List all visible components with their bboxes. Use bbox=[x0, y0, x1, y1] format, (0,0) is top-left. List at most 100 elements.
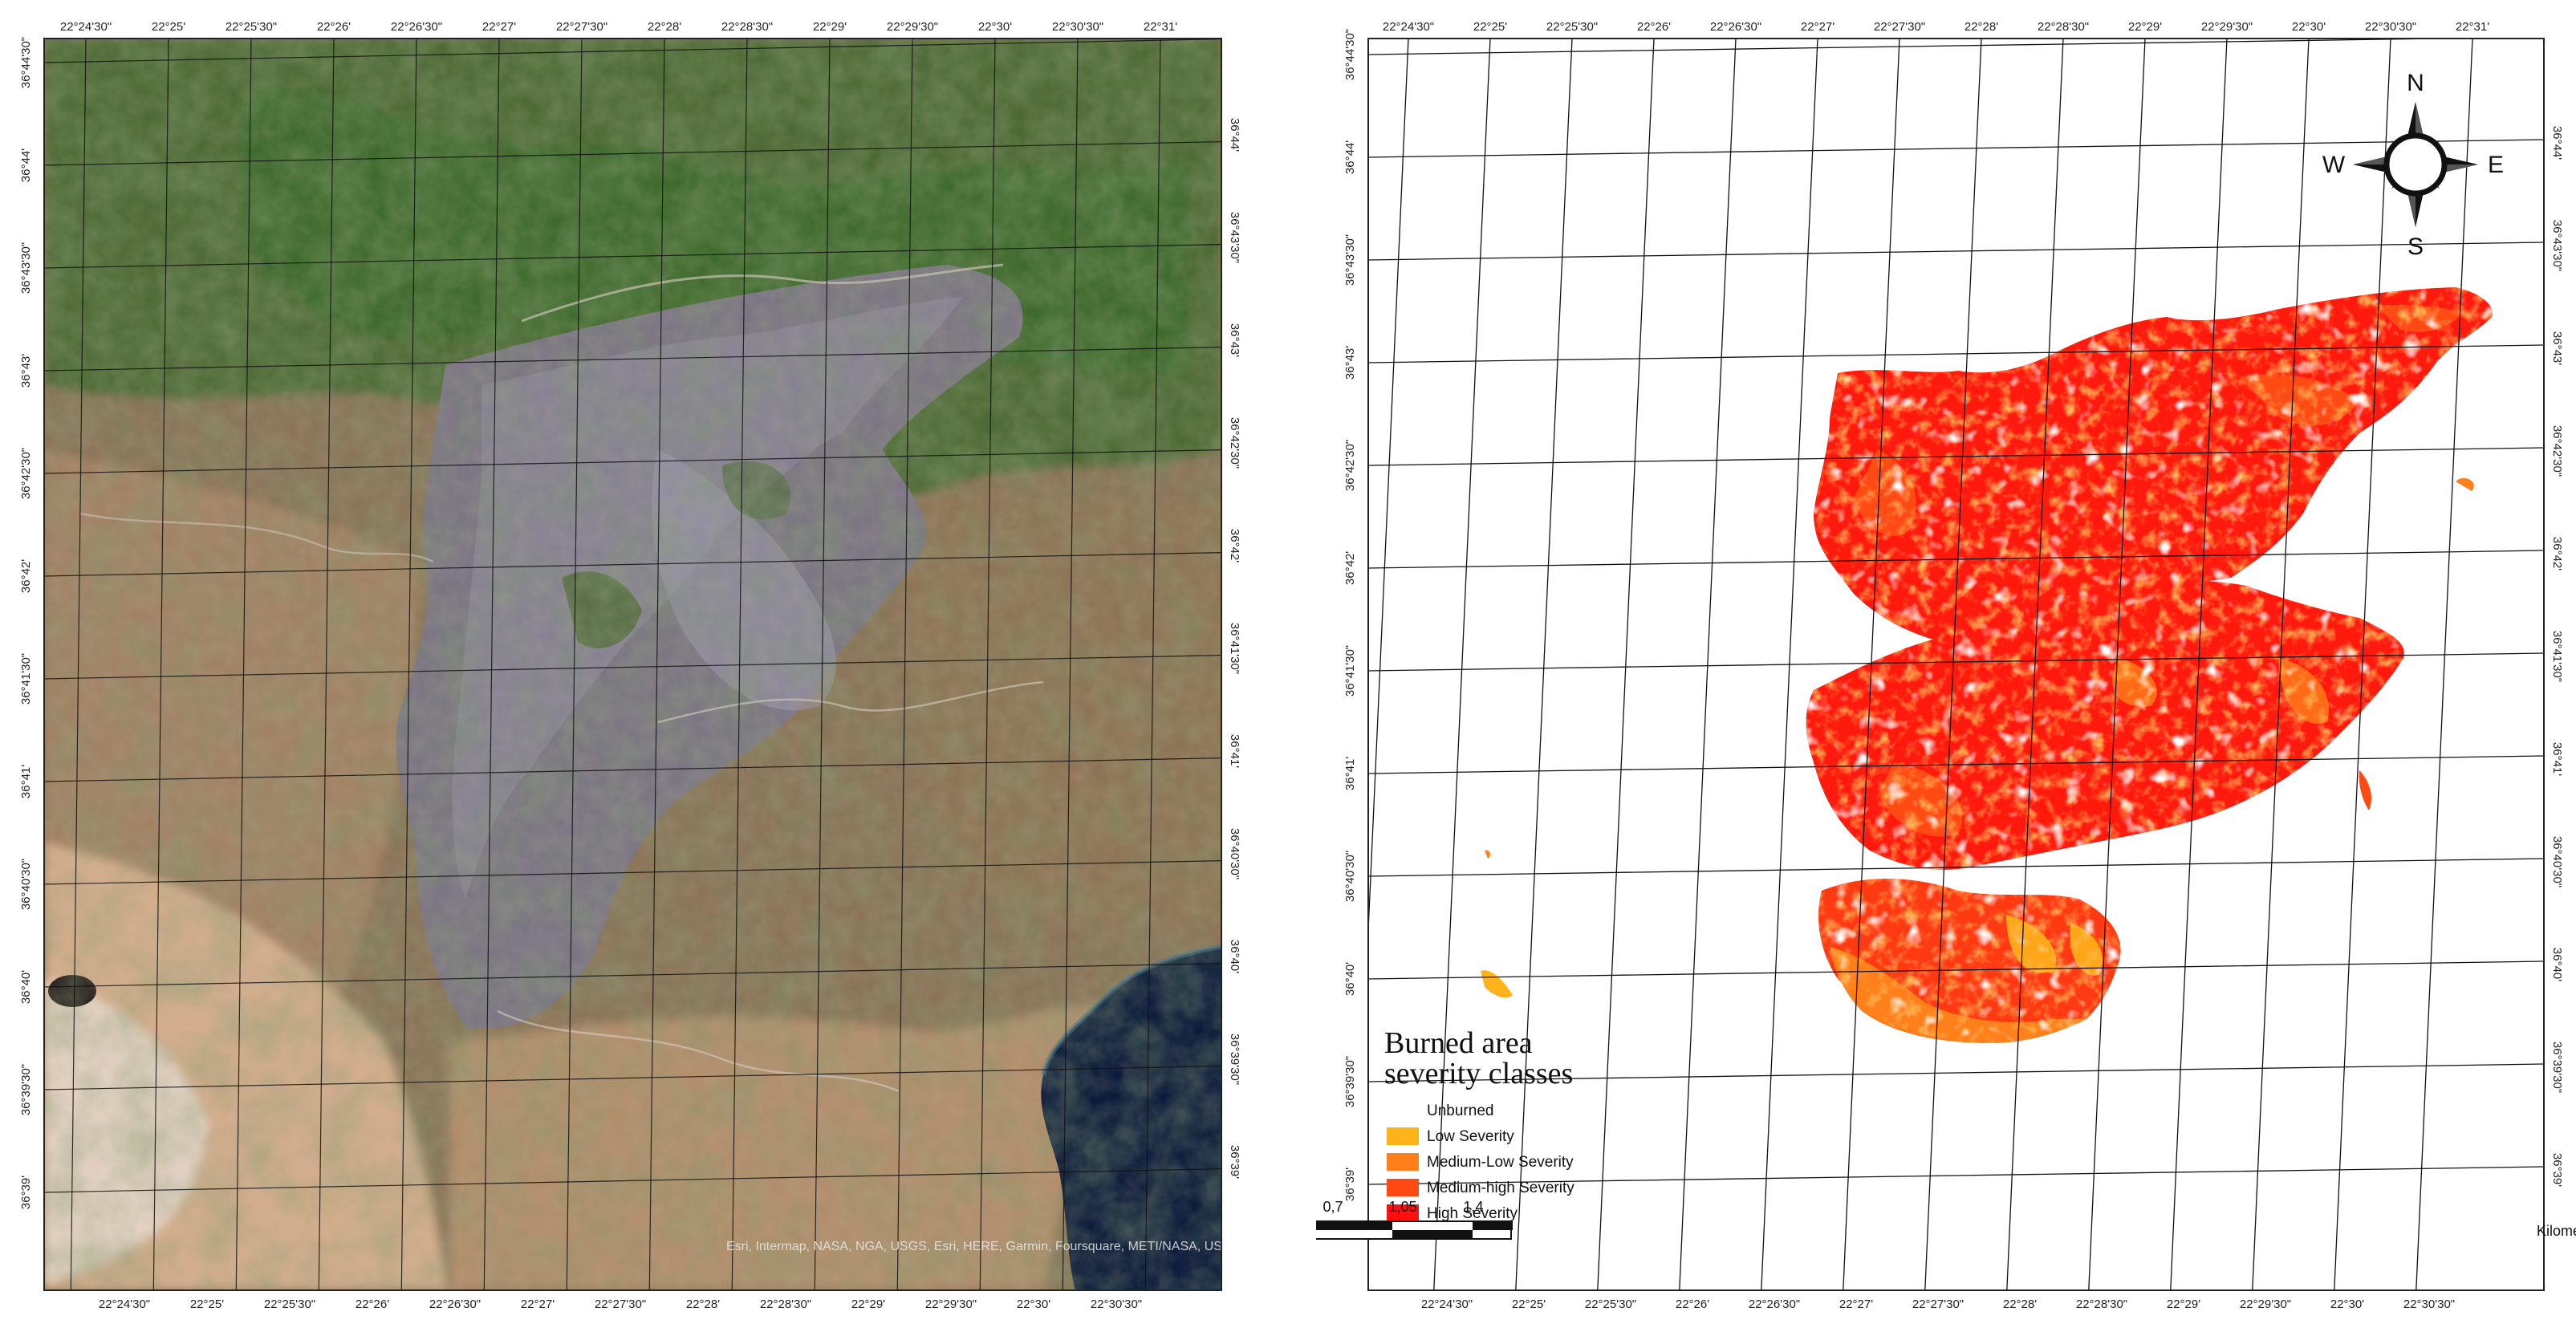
top-tick-label: 22°25' bbox=[1473, 20, 1507, 34]
compass-south-label: S bbox=[2407, 234, 2424, 260]
right-tick-label: 36°43'30" bbox=[1228, 212, 1241, 263]
top-tick-label: 22°28' bbox=[1965, 20, 1998, 34]
legend-label: Medium-Low Severity bbox=[1427, 1154, 1574, 1171]
grid-meridian bbox=[1144, 39, 1161, 1290]
left-tick-label: 36°39' bbox=[19, 1176, 33, 1209]
top-tick-label: 22°30'30" bbox=[2365, 20, 2416, 34]
legend-items: Unburned Low Severity Medium-Low Severity M… bbox=[1387, 1102, 1574, 1222]
compass-west-label: W bbox=[2322, 152, 2346, 178]
left-tick-label: 36°42' bbox=[19, 559, 33, 593]
legend-swatch bbox=[1387, 1179, 1419, 1196]
right-tick-label: 36°42' bbox=[2550, 537, 2564, 571]
grid-meridian bbox=[400, 39, 417, 1290]
left-tick-label: 36°43' bbox=[19, 354, 33, 388]
left-tick-label: 36°39' bbox=[1343, 1168, 1357, 1201]
bottom-tick-label: 22°30' bbox=[1017, 1298, 1050, 1311]
grid-parallel bbox=[44, 141, 1221, 166]
compass-east-label: E bbox=[2488, 152, 2504, 178]
top-tick-label: 22°30' bbox=[2292, 20, 2326, 34]
grid-parallel bbox=[44, 449, 1221, 474]
top-tick-label: 22°25' bbox=[152, 20, 185, 34]
top-tick-label: 22°29' bbox=[813, 20, 847, 34]
left-tick-label: 36°41'30" bbox=[1343, 645, 1357, 696]
scale-tick-label: 1,4 bbox=[1463, 1199, 1483, 1215]
left-tick-label: 36°40'30" bbox=[19, 859, 33, 910]
legend: Burned area severity classes Unburned Low… bbox=[1384, 1026, 1574, 1222]
top-tick-label: 22°31' bbox=[1144, 20, 1177, 34]
right-tick-label: 36°41'30" bbox=[1228, 623, 1241, 674]
grid-parallel bbox=[44, 963, 1221, 988]
coordinate-tick-labels: 22°24'30" 22°25' 22°25'30" 22°26' 22°26'30" 2… bbox=[19, 20, 1241, 1311]
burned-area-polygons bbox=[1481, 287, 2493, 1043]
bottom-tick-label: 22°30'30" bbox=[1091, 1298, 1142, 1311]
grid-meridian bbox=[1679, 39, 1737, 1290]
left-tick-label: 36°41'30" bbox=[19, 653, 33, 705]
left-tick-label: 36°41' bbox=[19, 765, 33, 798]
left-tick-label: 36°44'30" bbox=[1343, 29, 1357, 80]
bottom-tick-label: 22°27' bbox=[1839, 1298, 1873, 1311]
grid-parallel bbox=[1368, 1166, 2544, 1185]
top-tick-label: 22°26'30" bbox=[1710, 20, 1761, 34]
satellite-imagery: Esri, Intermap, NASA, NGA, USGS, Esri, H… bbox=[44, 39, 1221, 1290]
bottom-tick-label: 22°24'30" bbox=[99, 1298, 150, 1311]
left-tick-label: 36°43'30" bbox=[1343, 234, 1357, 286]
right-tick-label: 36°39'30" bbox=[2550, 1042, 2564, 1093]
left-tick-label: 36°42'30" bbox=[1343, 440, 1357, 491]
bottom-tick-label: 22°27'30" bbox=[595, 1298, 646, 1311]
grid-meridian bbox=[70, 39, 87, 1290]
legend-label: Unburned bbox=[1427, 1103, 1493, 1119]
right-tick-label: 36°42' bbox=[1228, 529, 1241, 562]
bottom-tick-label: 22°29' bbox=[851, 1298, 885, 1311]
legend-title-line2: severity classes bbox=[1384, 1057, 1573, 1090]
legend-swatch bbox=[1387, 1204, 1419, 1222]
legend-swatch bbox=[1387, 1127, 1419, 1145]
grid-parallel bbox=[1368, 242, 2544, 261]
bottom-tick-label: 22°25'30" bbox=[1585, 1298, 1636, 1311]
map-frame bbox=[43, 38, 1222, 1291]
bottom-tick-label: 22°30'30" bbox=[2403, 1298, 2455, 1311]
legend-label: Low Severity bbox=[1427, 1128, 1514, 1145]
grid-meridian bbox=[2416, 39, 2473, 1290]
legend-swatch bbox=[1387, 1102, 1419, 1119]
left-tick-label: 36°40'30" bbox=[1343, 851, 1357, 902]
grid-meridian bbox=[896, 39, 913, 1290]
top-tick-label: 22°27' bbox=[1801, 20, 1834, 34]
grid-meridian bbox=[648, 39, 665, 1290]
grid-meridian bbox=[1368, 39, 1409, 942]
coordinate-grid bbox=[1368, 39, 2544, 1290]
bottom-tick-label: 22°26' bbox=[356, 1298, 389, 1311]
top-tick-label: 22°26'30" bbox=[391, 20, 442, 34]
right-tick-label: 36°39' bbox=[1228, 1145, 1241, 1179]
grid-meridian bbox=[1515, 39, 1573, 1290]
right-tick-label: 36°40' bbox=[1228, 940, 1241, 973]
top-tick-label: 22°27'30" bbox=[1874, 20, 1925, 34]
grid-meridian bbox=[483, 39, 500, 1290]
right-tick-label: 36°40'30" bbox=[1228, 828, 1241, 879]
legend-item: High Severity bbox=[1387, 1204, 1518, 1222]
left-tick-label: 36°40' bbox=[1343, 962, 1357, 996]
grid-parallel bbox=[44, 1168, 1221, 1193]
right-tick-label: 36°39'30" bbox=[1228, 1034, 1241, 1085]
bottom-tick-label: 22°28' bbox=[686, 1298, 720, 1311]
left-tick-label: 36°42'30" bbox=[19, 448, 33, 499]
grid-meridian bbox=[566, 39, 583, 1290]
left-tick-label: 36°44' bbox=[19, 148, 33, 182]
grid-parallel bbox=[44, 244, 1221, 269]
legend-item: Medium-high Severity bbox=[1387, 1179, 1574, 1196]
top-tick-label: 22°24'30" bbox=[1383, 20, 1434, 34]
legend-label: High Severity bbox=[1427, 1205, 1518, 1222]
bottom-tick-label: 22°29'30" bbox=[925, 1298, 977, 1311]
right-tick-label: 36°40'30" bbox=[2550, 836, 2564, 887]
right-tick-label: 36°42'30" bbox=[1228, 417, 1241, 469]
left-tick-label: 36°44'30" bbox=[19, 37, 33, 88]
grid-parallel bbox=[1368, 755, 2544, 774]
grid-parallel bbox=[44, 860, 1221, 885]
compass-rose: N S E W bbox=[2322, 70, 2504, 260]
right-tick-label: 36°44' bbox=[1228, 118, 1241, 152]
grid-parallel bbox=[1368, 652, 2544, 672]
satellite-map-svg: Esri, Intermap, NASA, NGA, USGS, Esri, H… bbox=[19, 20, 1241, 1311]
bottom-tick-label: 22°30' bbox=[2330, 1298, 2364, 1311]
left-tick-label: 36°42' bbox=[1343, 551, 1357, 585]
legend-swatch bbox=[1387, 1153, 1419, 1171]
right-tick-label: 36°43' bbox=[2550, 331, 2564, 365]
